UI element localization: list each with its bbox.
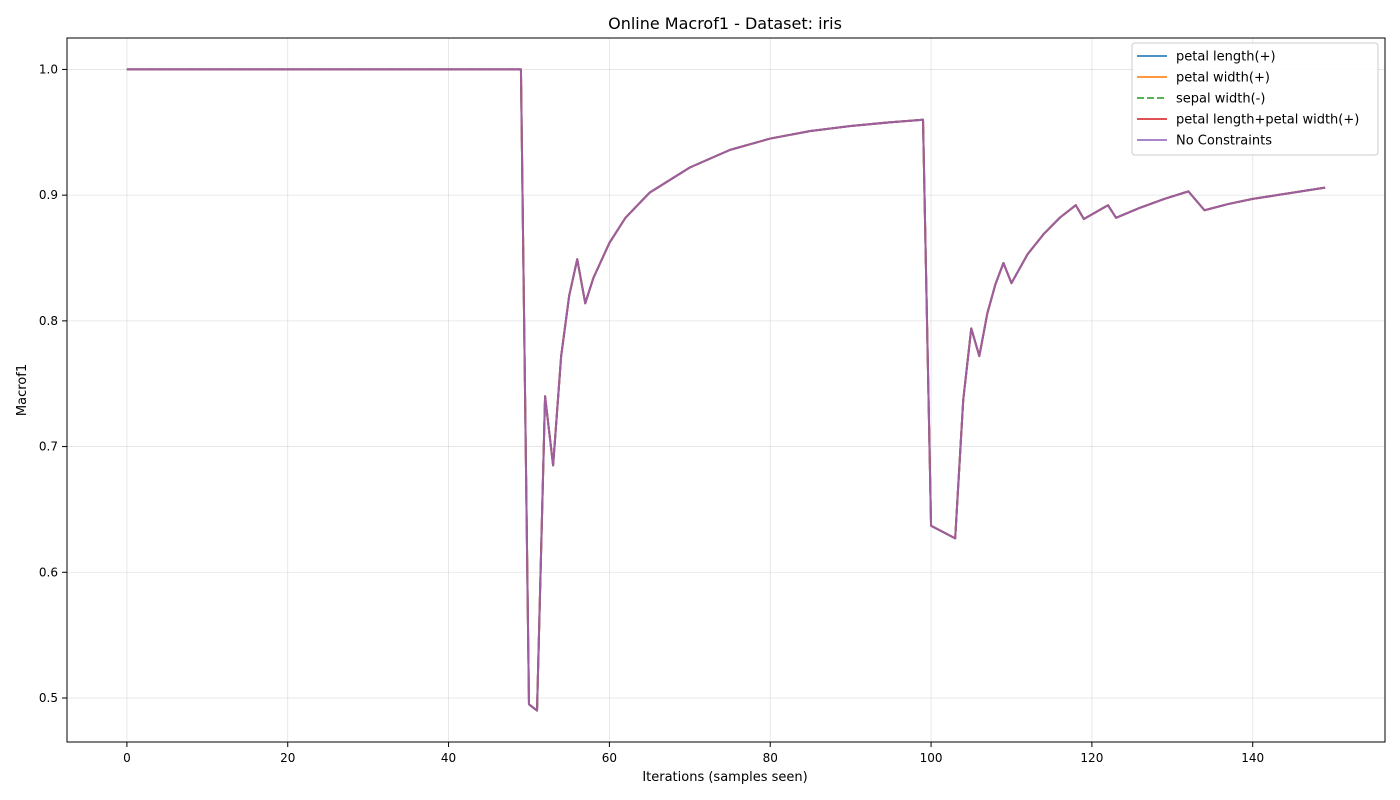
y-tick-label: 0.9 — [39, 188, 58, 202]
x-axis-title: Iterations (samples seen) — [642, 770, 807, 785]
x-tick-label: 60 — [602, 751, 617, 765]
chart-title: Online Macrof1 - Dataset: iris — [608, 14, 842, 33]
x-tick-label: 120 — [1080, 751, 1103, 765]
x-tick-label: 0 — [123, 751, 131, 765]
y-tick-label: 0.6 — [39, 565, 58, 579]
x-tick-label: 40 — [441, 751, 456, 765]
legend-box — [1131, 42, 1379, 156]
legend-label: sepal width(-) — [1176, 92, 1265, 107]
legend-label: petal length(+) — [1176, 50, 1276, 65]
legend-label: No Constraints — [1176, 134, 1272, 149]
y-tick-label: 0.5 — [39, 691, 58, 705]
legend-label: petal width(+) — [1176, 71, 1270, 86]
x-tick-label: 20 — [280, 751, 295, 765]
y-axis-title: Macrof1 — [15, 364, 30, 416]
legend: petal length(+) petal width(+) sepal width… — [1131, 42, 1379, 156]
y-tick-label: 0.8 — [39, 314, 58, 328]
x-tick-label: 140 — [1241, 751, 1264, 765]
series-lines — [126, 68, 1326, 712]
y-tick-label: 0.7 — [39, 440, 58, 454]
x-tick-label: 80 — [763, 751, 778, 765]
legend-label: petal length+petal width(+) — [1176, 113, 1359, 128]
x-axis-ticks: 0 20 40 60 80 100 120 140 — [123, 742, 1264, 765]
series-line — [126, 68, 1326, 712]
plot-frame — [66, 37, 1386, 743]
y-axis-ticks: 0.5 0.6 0.7 0.8 0.9 1.0 — [39, 62, 67, 705]
y-tick-label: 1.0 — [39, 62, 58, 76]
x-tick-label: 100 — [920, 751, 943, 765]
